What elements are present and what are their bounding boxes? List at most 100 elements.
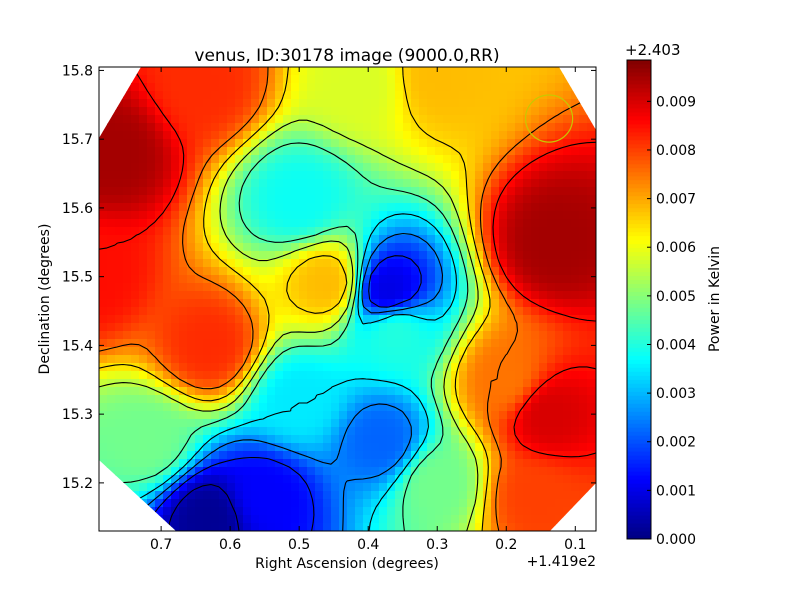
heatmap-cell	[435, 475, 444, 484]
heatmap-cell	[283, 275, 292, 284]
heatmap-cell	[259, 443, 268, 452]
heatmap-cell	[363, 307, 372, 316]
heatmap-cell	[515, 403, 524, 412]
heatmap-cell	[331, 499, 340, 508]
heatmap-cell	[147, 123, 156, 132]
heatmap-cell	[243, 75, 252, 84]
heatmap-cell	[371, 355, 380, 364]
heatmap-cell	[267, 243, 276, 252]
heatmap-cell	[555, 403, 564, 412]
heatmap-cell	[507, 251, 516, 260]
heatmap-cell	[387, 323, 396, 332]
heatmap-cell	[499, 411, 508, 420]
heatmap-cell	[195, 379, 204, 388]
heatmap-cell	[267, 67, 276, 76]
colorbar-segment	[627, 375, 651, 380]
heatmap-cell	[331, 403, 340, 412]
heatmap-cell	[139, 523, 148, 531]
heatmap-cell	[147, 195, 156, 204]
heatmap-cell	[419, 115, 428, 124]
heatmap-cell	[139, 307, 148, 316]
heatmap-cell	[171, 323, 180, 332]
heatmap-cell	[275, 435, 284, 444]
heatmap-cell	[291, 91, 300, 100]
heatmap-cell	[363, 315, 372, 324]
heatmap-cell	[371, 123, 380, 132]
heatmap-cell	[139, 427, 148, 436]
heatmap-cell	[275, 355, 284, 364]
heatmap-cell	[363, 171, 372, 180]
colorbar-segment	[627, 263, 651, 269]
heatmap-cell	[307, 355, 316, 364]
heatmap-cell	[99, 83, 108, 92]
heatmap-cell	[235, 67, 244, 76]
heatmap-cell	[387, 443, 396, 452]
colorbar-segment	[627, 419, 651, 424]
heatmap-cell	[211, 155, 220, 164]
heatmap-cell	[379, 347, 388, 356]
heatmap-cell	[571, 371, 580, 380]
heatmap-cell	[459, 235, 468, 244]
heatmap-cell	[123, 355, 132, 364]
heatmap-cell	[299, 499, 308, 508]
heatmap-cell	[331, 307, 340, 316]
heatmap-cell	[227, 227, 236, 236]
heatmap-cell	[507, 139, 516, 148]
heatmap-cell	[347, 179, 356, 188]
heatmap-cell	[467, 523, 476, 531]
heatmap-cell	[523, 291, 532, 300]
heatmap-cell	[419, 227, 428, 236]
heatmap-cell	[483, 507, 492, 516]
heatmap-cell	[323, 411, 332, 420]
heatmap-cell	[211, 179, 220, 188]
heatmap-cell	[467, 155, 476, 164]
heatmap-cell	[475, 163, 484, 172]
heatmap-cell	[139, 147, 148, 156]
heatmap-cell	[563, 171, 572, 180]
heatmap-cell	[563, 355, 572, 364]
heatmap-cell	[171, 379, 180, 388]
heatmap-cell	[547, 171, 556, 180]
heatmap-cell	[531, 291, 540, 300]
heatmap-cell	[507, 227, 516, 236]
heatmap-cell	[179, 307, 188, 316]
heatmap-cell	[363, 507, 372, 516]
heatmap-cell	[395, 395, 404, 404]
heatmap-cell	[491, 91, 500, 100]
heatmap-cell	[563, 195, 572, 204]
heatmap-cell	[419, 195, 428, 204]
heatmap-cell	[451, 91, 460, 100]
heatmap-cell	[515, 331, 524, 340]
heatmap-cell	[531, 147, 540, 156]
heatmap-cell	[211, 467, 220, 476]
heatmap-cell	[435, 227, 444, 236]
heatmap-cell	[147, 491, 156, 500]
heatmap-cell	[547, 275, 556, 284]
heatmap-cell	[275, 235, 284, 244]
heatmap-cell	[235, 283, 244, 292]
heatmap-cell	[395, 283, 404, 292]
heatmap-cell	[563, 283, 572, 292]
heatmap-cell	[539, 339, 548, 348]
heatmap-cell	[355, 243, 364, 252]
heatmap-cell	[523, 171, 532, 180]
heatmap-cell	[251, 395, 260, 404]
heatmap-cell	[475, 131, 484, 140]
heatmap-cell	[347, 379, 356, 388]
heatmap-cell	[395, 123, 404, 132]
heatmap-cell	[459, 251, 468, 260]
heatmap-cell	[499, 467, 508, 476]
heatmap-cell	[331, 331, 340, 340]
heatmap-cell	[211, 299, 220, 308]
heatmap-cell	[571, 339, 580, 348]
heatmap-cell	[107, 219, 116, 228]
heatmap-cell	[323, 355, 332, 364]
heatmap-cell	[539, 491, 548, 500]
heatmap-cell	[123, 507, 132, 516]
heatmap-cell	[555, 179, 564, 188]
heatmap-cell	[251, 75, 260, 84]
heatmap-cell	[483, 163, 492, 172]
heatmap-cell	[235, 363, 244, 372]
colorbar-segment	[627, 215, 651, 221]
